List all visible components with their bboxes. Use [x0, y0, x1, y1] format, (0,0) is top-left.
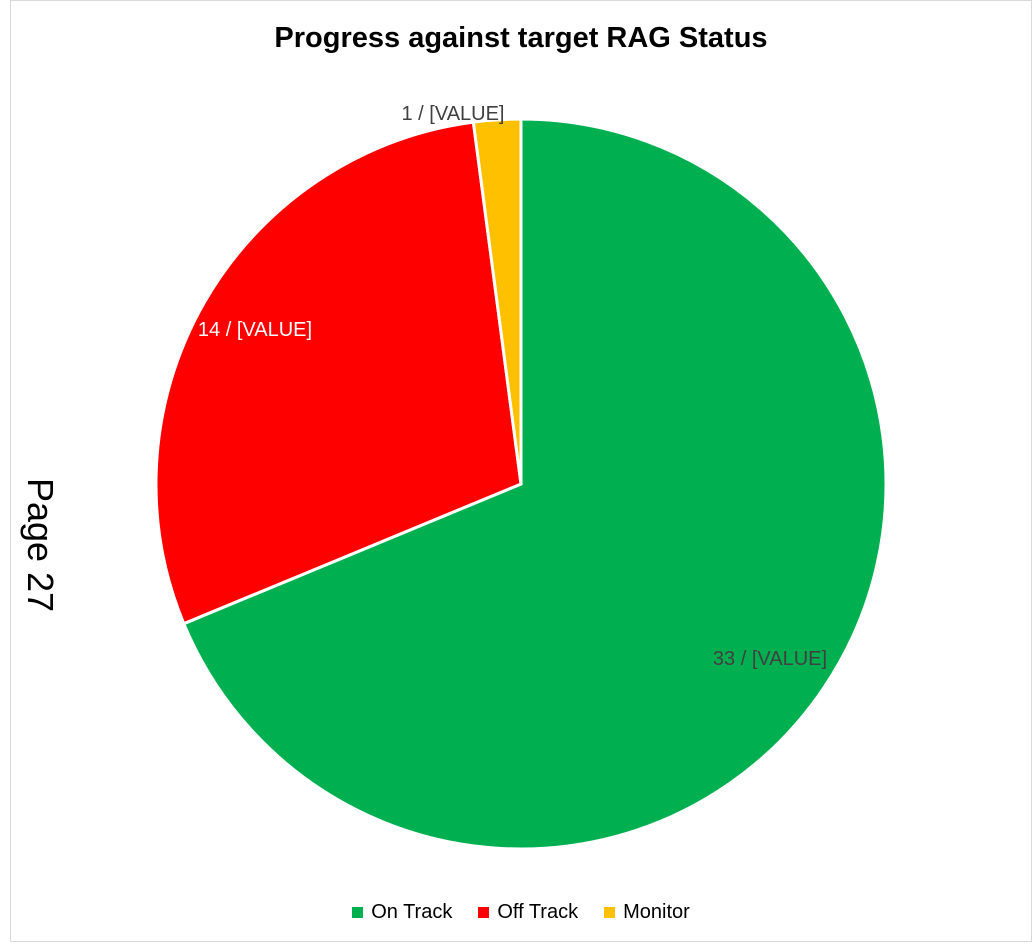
legend-label: On Track [371, 901, 453, 923]
pie-slice-on-track [181, 117, 888, 851]
legend-label: Monitor [623, 901, 690, 923]
chart-title: Progress against target RAG Status [274, 22, 768, 54]
legend-item-off-track: Off Track [478, 901, 578, 924]
chart-legend: On Track Off Track Monitor [10, 901, 1032, 924]
legend-item-monitor: Monitor [604, 901, 690, 924]
legend-swatch [604, 907, 616, 918]
pie-slice-monitor [471, 117, 523, 485]
legend-swatch [352, 907, 364, 918]
data-label-monitor: 1 / [VALUE] [401, 103, 504, 125]
legend-label: Off Track [497, 901, 579, 923]
pie-slice-off-track [154, 120, 523, 626]
data-label-off-track: 14 / [VALUE] [198, 319, 312, 341]
legend-item-on-track: On Track [352, 901, 452, 924]
data-label-on-track: 33 / [VALUE] [713, 648, 827, 670]
legend-swatch [478, 907, 490, 918]
